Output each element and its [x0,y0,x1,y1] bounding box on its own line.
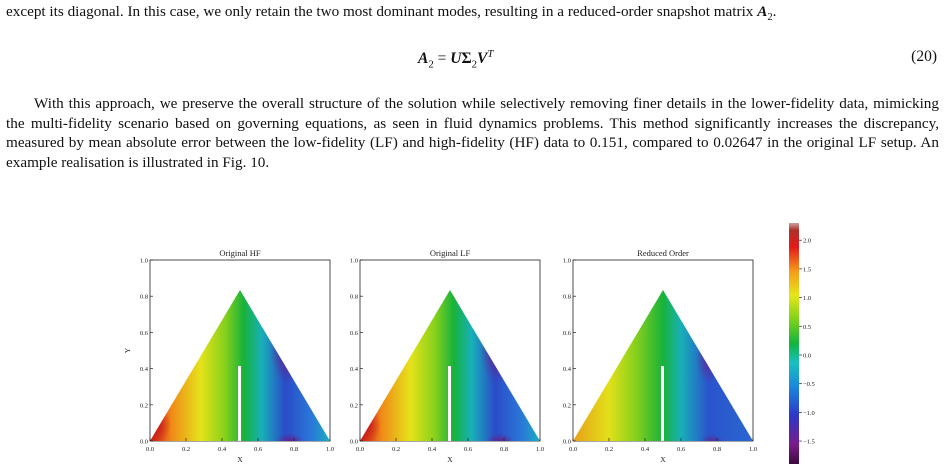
y-tick-label: 0.0 [350,439,358,446]
x-tick-label: 0.8 [500,446,508,453]
colorbar-tick-label: 0.5 [803,324,811,331]
y-tick-label: 0.4 [140,366,149,373]
y-tick-label: 0.6 [140,330,149,337]
panel-title: Original HF [219,248,261,258]
x-tick-label: 0.0 [569,446,577,453]
y-tick-label: 0.2 [563,402,571,409]
x-tick-label: 0.4 [428,446,437,453]
axis-ticks: 0.0 0.2 0.4 0.6 0.8 1.0 0.0 0.2 0.4 0.6 0.8 1.0 X 0.0… [123,258,757,465]
colorbar-tick-label: 0.0 [803,352,811,359]
y-tick-label: 0.6 [563,330,572,337]
colorbar-ticks: 2.0 1.5 1.0 0.5 0.0 −0.5 −1.0 −1.5 [799,238,815,446]
y-tick-label: 0.6 [350,330,359,337]
equation-number: (20) [911,48,937,65]
panel-original-hf: Original HF [149,248,331,442]
y-tick-label: 1.0 [350,258,358,265]
y-tick-label: 1.0 [140,258,148,265]
figure-10: Original HF Original LF Reduced Order 0.… [123,223,815,465]
colorbar-gradient [789,223,799,464]
x-axis-label: X [237,455,243,464]
x-tick-label: 0.4 [641,446,650,453]
equation-body: A2 = UΣ2VT [418,48,494,71]
x-tick-label: 0.6 [464,446,473,453]
y-tick-label: 0.0 [563,439,571,446]
paragraph-discussion: With this approach, we preserve the over… [6,95,939,171]
y-tick-label: 0.4 [350,366,359,373]
y-tick-label: 0.4 [563,366,572,373]
colorbar-tick-label: −1.5 [803,439,815,446]
panel-title: Original LF [430,248,471,258]
colorbar-tick-label: 1.5 [803,266,811,273]
x-tick-label: 0.0 [146,446,154,453]
x-tick-label: 0.0 [356,446,364,453]
x-axis-label: X [447,455,453,464]
colorbar-tick-label: −0.5 [803,381,815,388]
colorbar-tick-label: 1.0 [803,295,811,302]
colorbar-tick-label: −1.0 [803,410,815,417]
paragraph-intro: except its diagonal. In this case, we on… [6,3,777,24]
y-tick-label: 0.8 [563,294,571,301]
x-tick-label: 1.0 [536,446,544,453]
colorbar: 2.0 1.5 1.0 0.5 0.0 −0.5 −1.0 −1.5 [789,223,815,464]
x-tick-label: 1.0 [326,446,334,453]
x-axis-label: X [660,455,666,464]
panel-original-lf: Original LF [359,248,541,442]
x-tick-label: 0.2 [182,446,190,453]
x-tick-label: 0.6 [254,446,263,453]
y-tick-label: 0.8 [140,294,148,301]
y-tick-label: 1.0 [563,258,571,265]
y-tick-label: 0.2 [350,402,358,409]
x-tick-label: 0.8 [713,446,721,453]
slit [238,366,241,441]
y-tick-label: 0.0 [140,439,148,446]
y-axis-label: Y [123,347,132,353]
x-tick-label: 0.6 [677,446,686,453]
equation-20: A2 = UΣ2VT (20) [0,48,945,71]
slit [448,366,451,441]
x-tick-label: 1.0 [749,446,757,453]
slit [661,366,664,441]
y-tick-label: 0.2 [140,402,148,409]
y-tick-label: 0.8 [350,294,358,301]
x-tick-label: 0.2 [605,446,613,453]
contour-field [150,290,330,441]
x-tick-label: 0.2 [392,446,400,453]
x-tick-label: 0.8 [290,446,298,453]
x-tick-label: 0.4 [218,446,227,453]
contour-field [360,290,540,441]
panel-reduced-order: Reduced Order [572,248,754,442]
panel-title: Reduced Order [637,248,689,258]
colorbar-tick-label: 2.0 [803,238,811,245]
